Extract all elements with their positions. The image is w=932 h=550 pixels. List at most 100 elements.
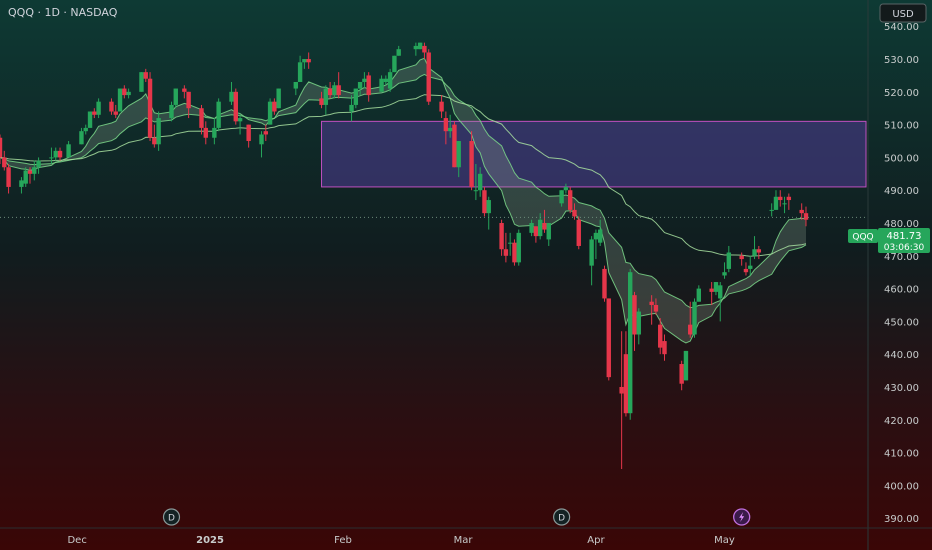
time-axis[interactable]: Dec 2025 Feb Mar Apr May [67, 535, 734, 546]
candle[interactable] [606, 298, 611, 381]
candle[interactable] [302, 59, 307, 69]
candle[interactable] [323, 85, 329, 115]
candle[interactable] [477, 167, 483, 197]
candle[interactable] [36, 157, 41, 174]
candle[interactable] [469, 131, 474, 191]
candle[interactable] [752, 236, 757, 260]
candle[interactable] [92, 108, 97, 119]
candle[interactable] [722, 262, 727, 279]
candle[interactable] [456, 141, 461, 178]
candle[interactable] [117, 88, 123, 112]
candle[interactable] [417, 42, 423, 50]
candle[interactable] [786, 193, 792, 210]
candle[interactable] [19, 177, 24, 194]
candle[interactable] [679, 360, 684, 391]
candle[interactable] [147, 72, 153, 142]
candle[interactable] [447, 114, 453, 138]
candle[interactable] [748, 255, 753, 276]
candle[interactable] [743, 262, 749, 276]
candle[interactable] [49, 147, 54, 164]
candle[interactable] [623, 331, 629, 417]
candle[interactable] [653, 298, 659, 315]
candle[interactable] [143, 68, 148, 82]
candle[interactable] [229, 81, 234, 105]
dividend-marker[interactable]: D [162, 508, 181, 526]
candle[interactable] [632, 291, 637, 351]
candle[interactable] [53, 147, 58, 161]
candle[interactable] [212, 118, 217, 145]
candle[interactable] [803, 206, 809, 227]
candle[interactable] [782, 196, 787, 214]
candle[interactable] [267, 98, 273, 125]
candle[interactable] [113, 104, 118, 119]
candle[interactable] [109, 98, 114, 115]
candle[interactable] [443, 111, 449, 145]
candle[interactable] [336, 72, 341, 99]
candle[interactable] [778, 190, 783, 207]
candle[interactable] [122, 85, 127, 99]
earnings-marker[interactable] [733, 508, 751, 526]
candle[interactable] [66, 141, 71, 158]
candle[interactable] [366, 72, 371, 102]
candle[interactable] [139, 72, 144, 92]
candle[interactable] [349, 95, 354, 122]
candle[interactable] [499, 219, 504, 256]
candle[interactable] [182, 85, 187, 99]
candle[interactable] [773, 190, 779, 210]
candle[interactable] [542, 209, 547, 233]
candle[interactable] [186, 91, 191, 119]
candle[interactable] [563, 183, 569, 194]
candle[interactable] [27, 167, 33, 184]
candle[interactable] [422, 42, 427, 60]
candle[interactable] [593, 229, 599, 260]
candle[interactable] [452, 121, 457, 168]
candle[interactable] [392, 55, 397, 73]
candle[interactable] [628, 268, 633, 420]
candle[interactable] [246, 124, 251, 148]
candle[interactable] [713, 282, 719, 296]
candle[interactable] [413, 42, 419, 56]
candle[interactable] [199, 104, 204, 135]
candle[interactable] [79, 127, 84, 145]
candle[interactable] [709, 282, 714, 305]
candle[interactable] [237, 114, 243, 135]
candle[interactable] [503, 232, 509, 263]
candle[interactable] [152, 124, 157, 148]
candle[interactable] [327, 81, 333, 99]
candle[interactable] [233, 88, 238, 125]
candle[interactable] [649, 295, 654, 325]
candle[interactable] [319, 91, 324, 109]
candle[interactable] [426, 49, 431, 105]
candle[interactable] [263, 124, 269, 142]
candle[interactable] [567, 186, 573, 214]
candle[interactable] [692, 298, 697, 338]
candle[interactable] [473, 163, 479, 201]
candle[interactable] [272, 98, 277, 115]
candle[interactable] [602, 265, 607, 302]
candle[interactable] [96, 98, 101, 119]
candle[interactable] [799, 203, 804, 220]
price-axis[interactable]: 390.00 400.00 410.00 420.00 430.00 440.00 450.… [884, 22, 919, 525]
candle[interactable] [306, 52, 311, 69]
candle[interactable] [439, 95, 444, 119]
candle[interactable] [0, 134, 3, 164]
candle[interactable] [529, 219, 534, 237]
candle[interactable] [362, 72, 367, 89]
candle[interactable] [353, 88, 359, 109]
candle[interactable] [739, 252, 744, 266]
candle[interactable] [332, 81, 337, 99]
candle[interactable] [87, 111, 93, 128]
supply-zone[interactable] [321, 120, 867, 188]
candle[interactable] [396, 45, 401, 56]
candle[interactable] [173, 88, 178, 109]
candle[interactable] [203, 121, 208, 145]
candle[interactable] [718, 282, 723, 322]
candle[interactable] [156, 111, 161, 151]
candle[interactable] [293, 81, 299, 96]
candle[interactable] [516, 229, 521, 266]
candle[interactable] [546, 223, 551, 246]
candle[interactable] [482, 186, 487, 217]
candle[interactable] [486, 196, 491, 230]
candle[interactable] [683, 350, 689, 381]
